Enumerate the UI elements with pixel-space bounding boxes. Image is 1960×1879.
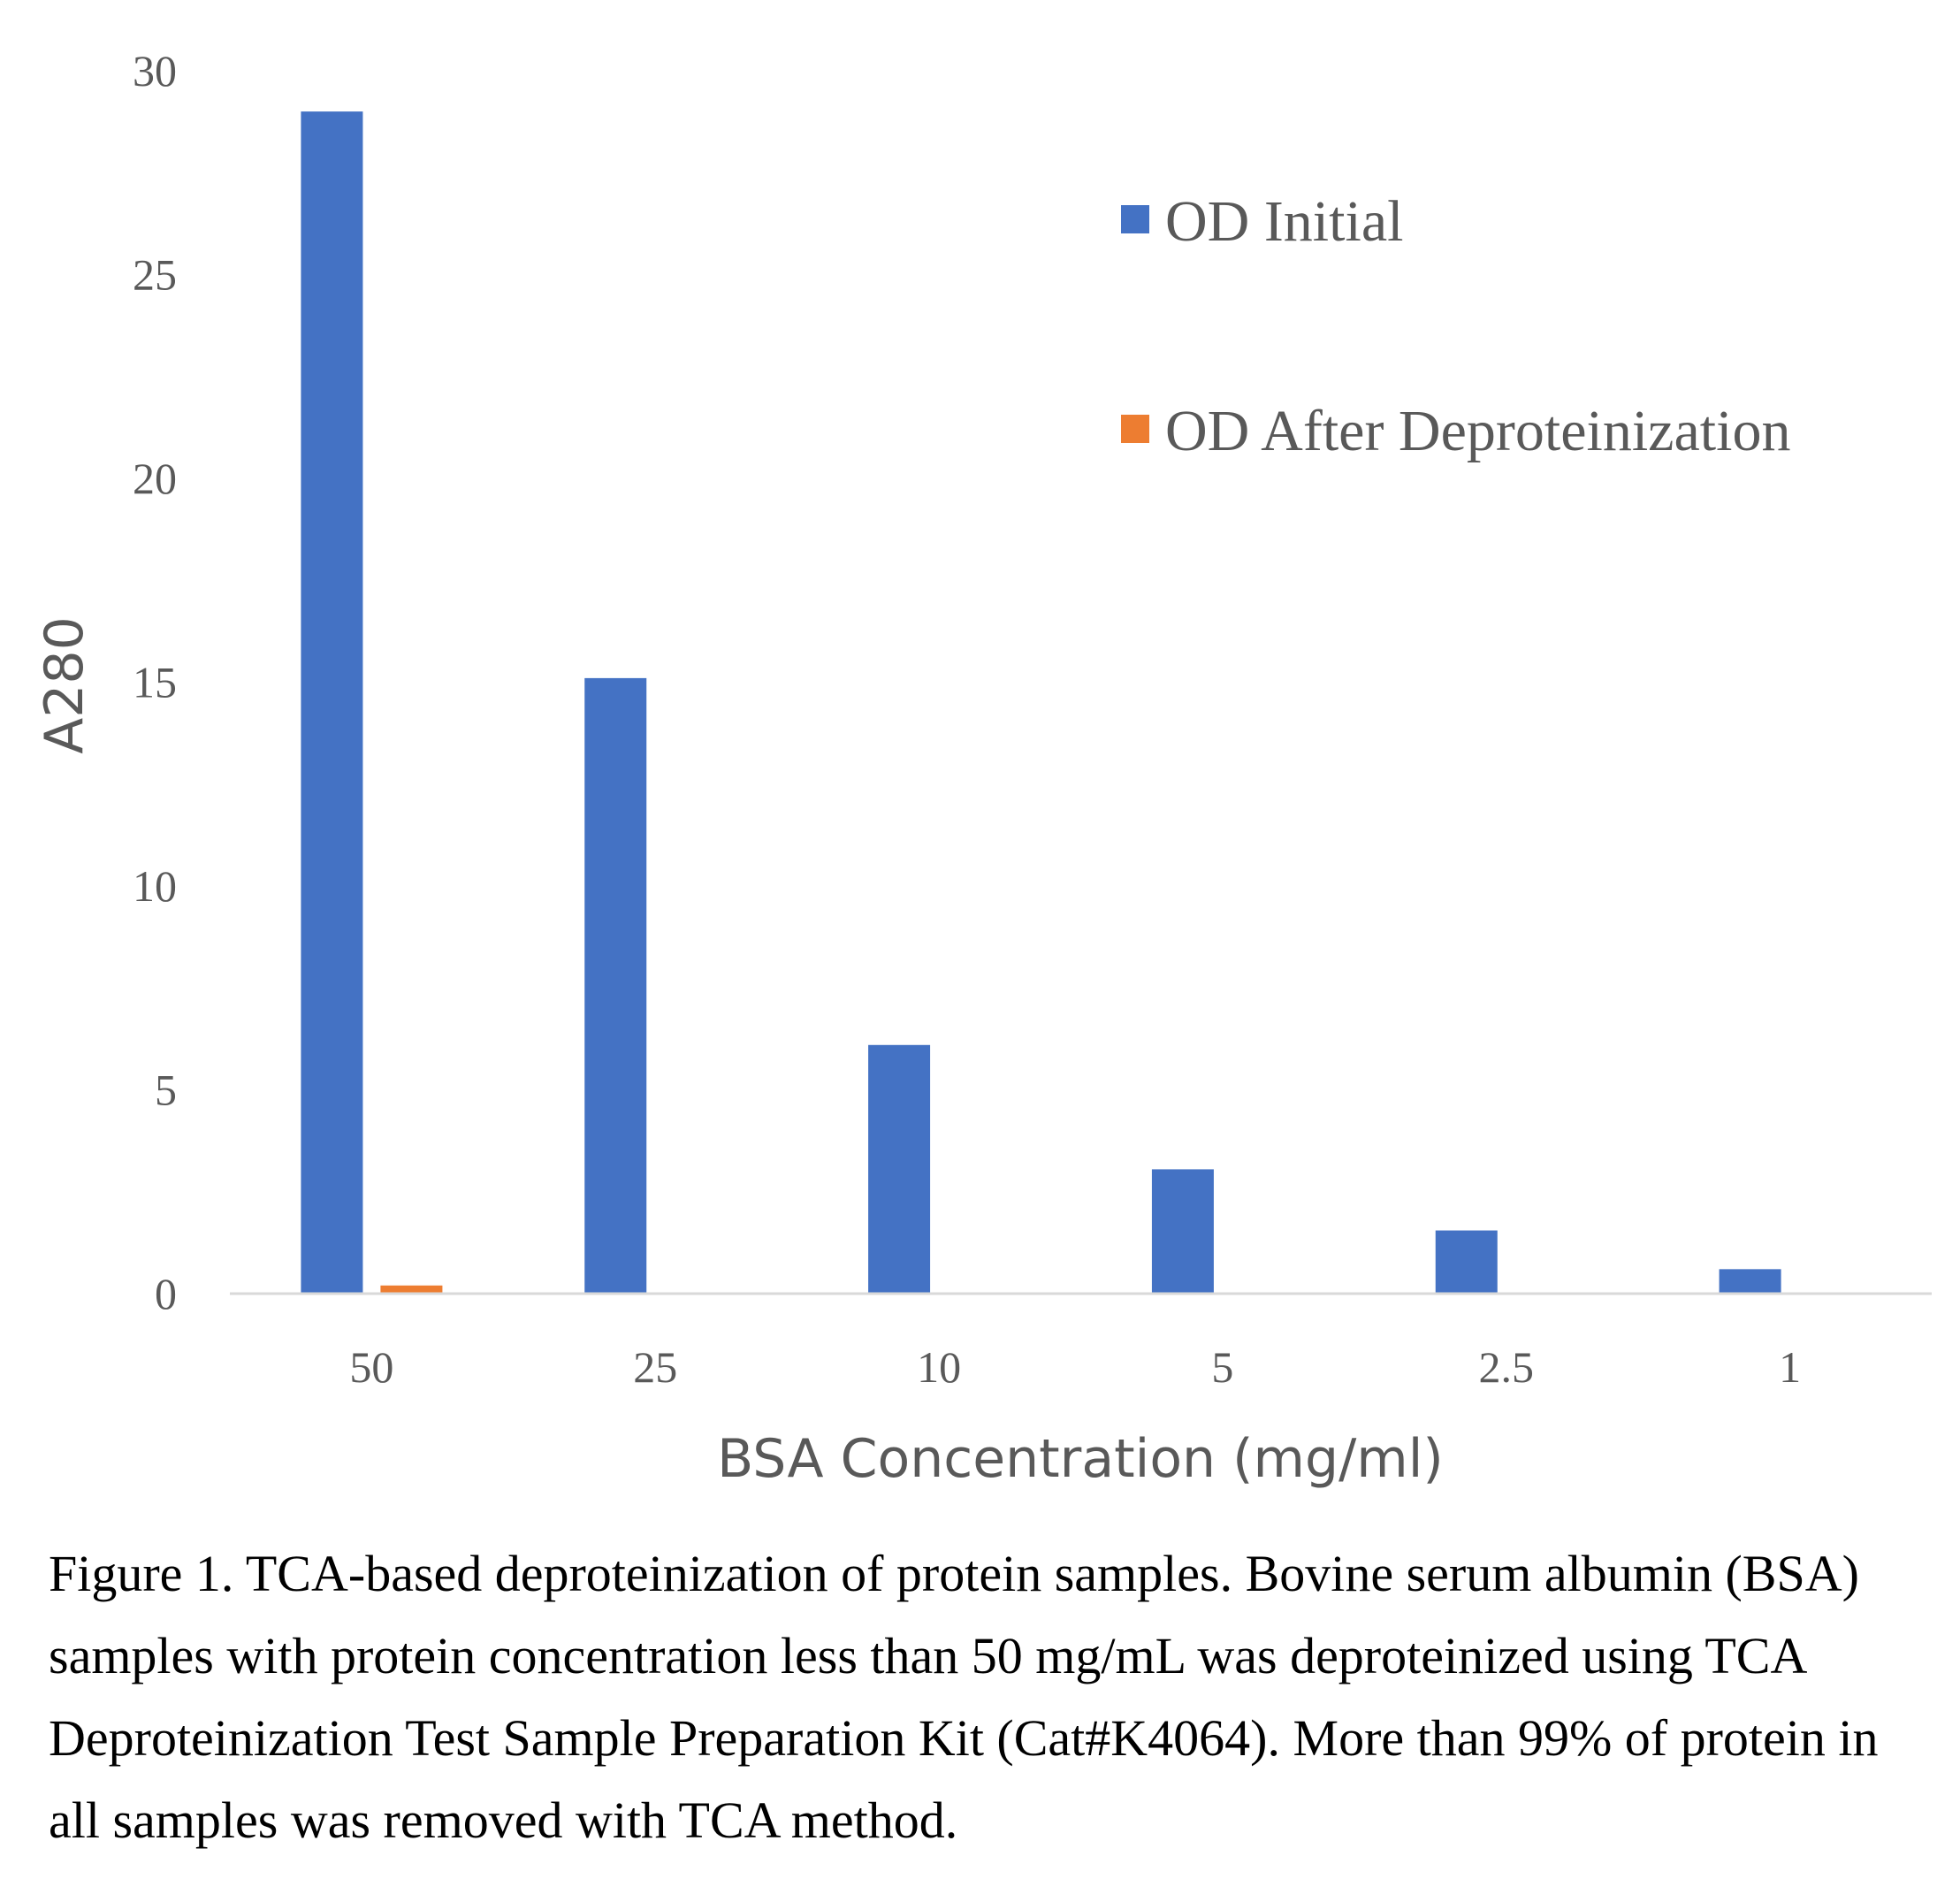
y-tick-label: 0 xyxy=(155,1269,177,1318)
bar-od-initial-25 xyxy=(584,677,647,1294)
bar-od-initial-1 xyxy=(1719,1269,1781,1294)
bar-chart: 0 5 10 15 20 25 30 50 25 10 5 2.5 1 A280 BSA Concen… xyxy=(34,46,1932,1490)
figure-caption: Figure 1. TCA-based deproteinization of … xyxy=(49,1545,1879,1849)
x-axis-title: BSA Concentration (mg/ml) xyxy=(717,1428,1444,1490)
legend-swatch xyxy=(1121,205,1149,233)
x-tick-label: 5 xyxy=(1211,1342,1233,1392)
x-tick-label: 25 xyxy=(633,1342,677,1392)
y-axis-title: A280 xyxy=(34,616,95,754)
legend: OD Initial OD After Deproteinization xyxy=(1121,189,1790,463)
x-tick-label: 2.5 xyxy=(1479,1342,1535,1392)
bar-od-initial-50 xyxy=(301,111,363,1295)
bar-od-initial-5 xyxy=(1151,1169,1214,1294)
y-tick-label: 25 xyxy=(133,250,177,300)
bar-od-after-deproteinization-50 xyxy=(380,1285,443,1294)
y-tick-label: 20 xyxy=(133,454,177,503)
y-tick-label: 30 xyxy=(133,46,177,95)
x-tick-label: 10 xyxy=(917,1342,961,1392)
bar-od-initial-2-5 xyxy=(1435,1230,1498,1294)
y-tick-label: 15 xyxy=(133,658,177,707)
x-tick-label: 1 xyxy=(1779,1342,1801,1392)
x-axis-ticks: 50 25 10 5 2.5 1 xyxy=(349,1342,1801,1392)
y-axis-ticks: 0 5 10 15 20 25 30 xyxy=(133,46,177,1318)
legend-label: OD After Deproteinization xyxy=(1165,399,1790,463)
x-tick-label: 50 xyxy=(349,1342,393,1392)
legend-label: OD Initial xyxy=(1165,189,1403,254)
bar-od-initial-10 xyxy=(868,1044,931,1294)
legend-swatch xyxy=(1121,415,1149,443)
y-tick-label: 5 xyxy=(155,1066,177,1115)
bars xyxy=(301,111,1781,1295)
y-tick-label: 10 xyxy=(133,861,177,911)
